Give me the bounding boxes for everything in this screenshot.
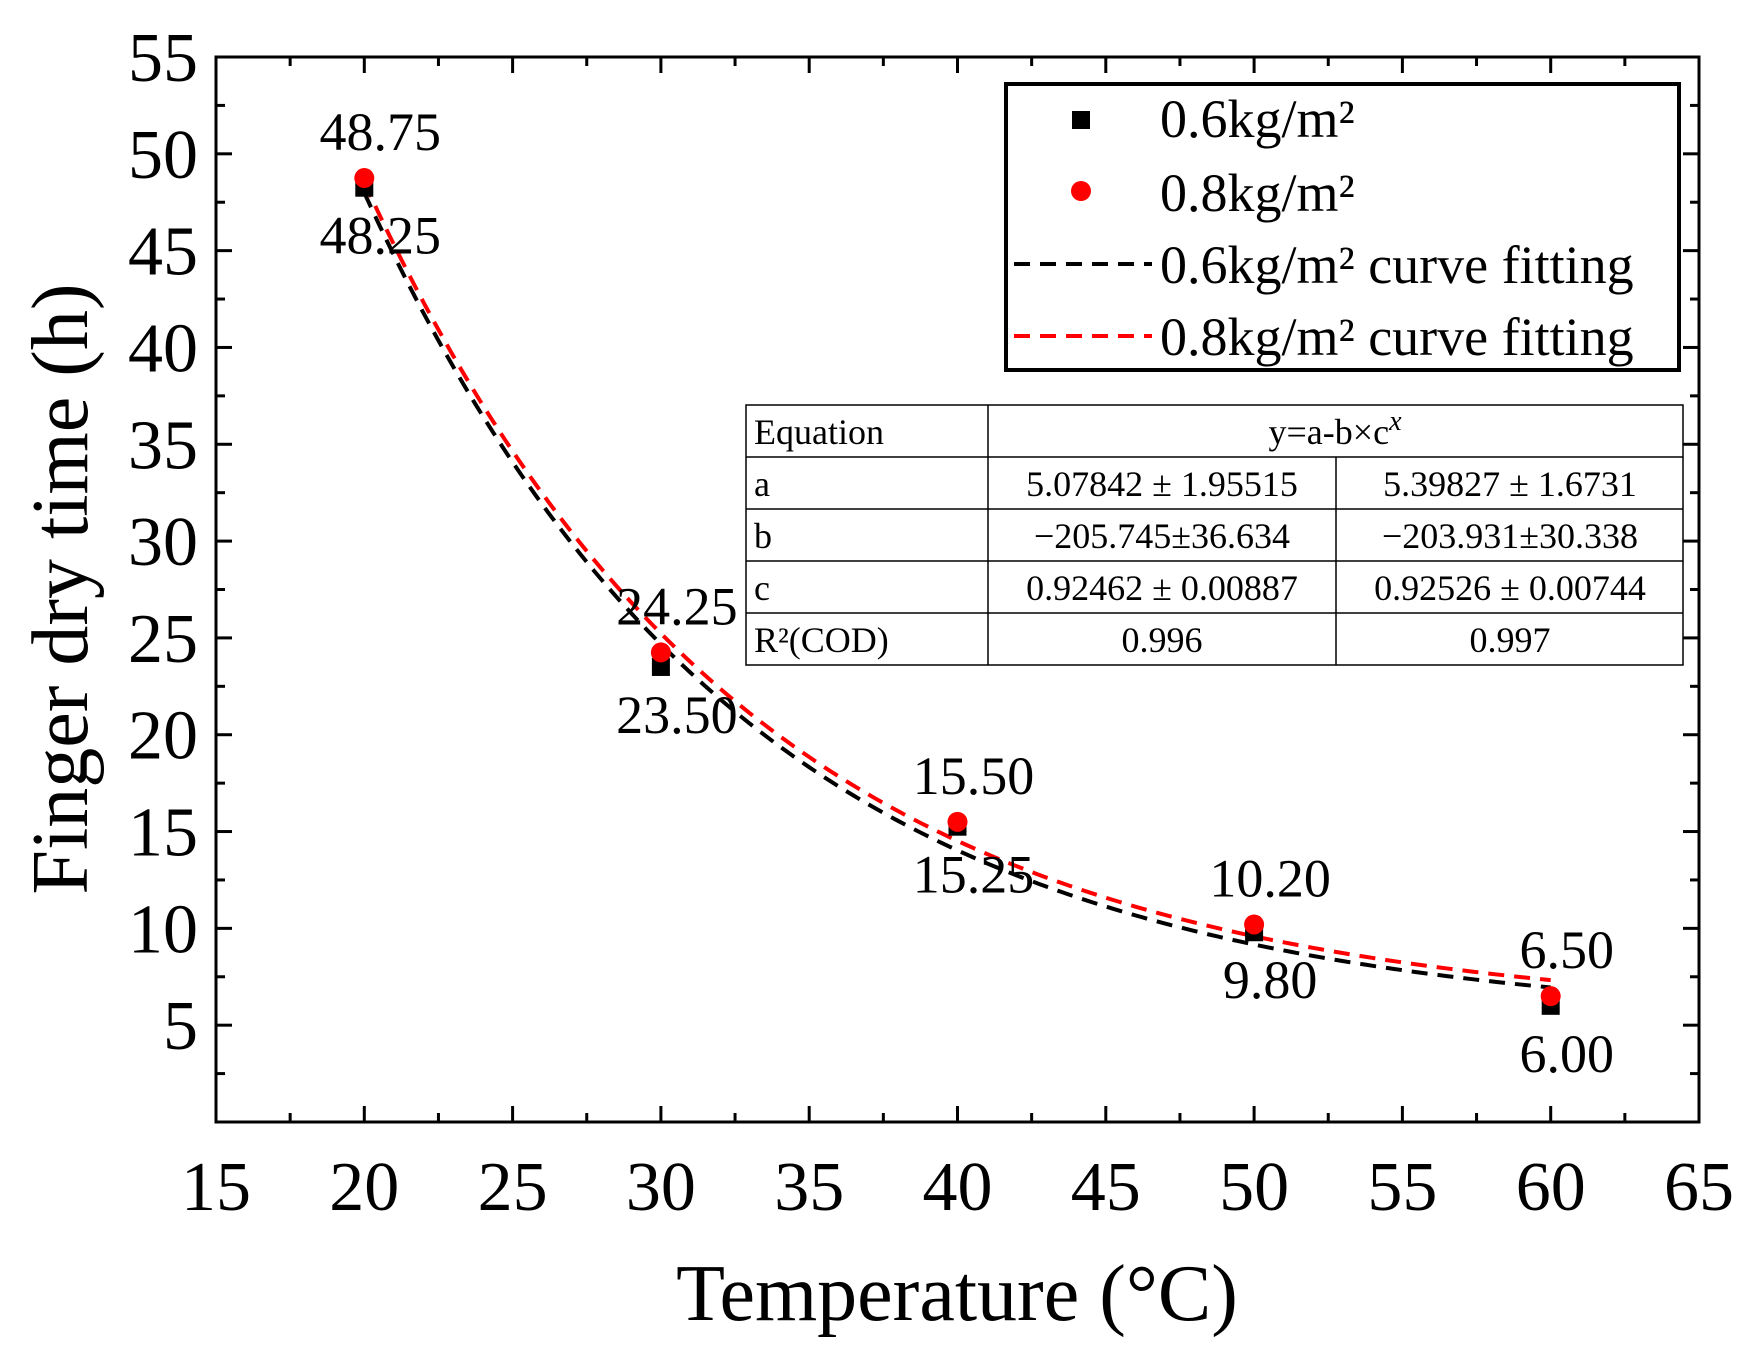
table-cell-c-series-1: 0.92462 ± 0.00887	[1026, 568, 1298, 608]
table-cell-a-label: a	[754, 464, 770, 504]
data-label-series-2: 10.20	[1209, 848, 1331, 908]
legend-label-fit-1: 0.6kg/m² curve fitting	[1160, 235, 1634, 295]
legend: 0.6kg/m² 0.8kg/m² 0.6kg/m² curve fitting…	[1004, 82, 1681, 372]
legend-label-fit-2: 0.8kg/m² curve fitting	[1160, 307, 1634, 367]
fit-curves	[362, 181, 1551, 990]
x-tick-label: 45	[1071, 1149, 1141, 1226]
y-tick-label: 55	[128, 20, 198, 97]
y-tick-label: 10	[128, 891, 198, 968]
point-series-2	[1244, 914, 1265, 935]
data-label-series-1: 6.00	[1519, 1024, 1614, 1084]
y-tick-label: 25	[128, 601, 198, 678]
point-series-2	[354, 168, 375, 189]
table-cell-r2-series-1: 0.996	[1122, 620, 1203, 660]
data-label-series-1: 15.25	[913, 845, 1035, 905]
data-label-series-1: 48.25	[320, 206, 442, 266]
x-tick-label: 25	[478, 1149, 548, 1226]
data-label-series-1: 23.50	[616, 685, 738, 745]
data-label-series-1: 9.80	[1223, 950, 1318, 1010]
x-tick-label: 35	[774, 1149, 844, 1226]
y-axis-label: Finger dry time (h)	[17, 284, 105, 895]
y-tick-label: 40	[128, 310, 198, 387]
data-labels: 48.75 24.25 15.50 10.20 6.50 48.25 23.50 15.25 9…	[320, 102, 1614, 1084]
y-tick-label: 5	[163, 988, 198, 1065]
y-tick-label: 50	[128, 117, 198, 194]
fit-table: Equation y=a-b×cx a 5.07842 ± 1.95515 5.…	[745, 404, 1684, 666]
point-series-2	[1540, 986, 1561, 1007]
y-tick-label: 45	[128, 214, 198, 291]
point-series-2	[947, 811, 968, 832]
x-axis-label: Temperature (°C)	[676, 1250, 1238, 1338]
table-cell-r2-label: R²(COD)	[754, 620, 889, 660]
data-label-series-2: 48.75	[320, 102, 442, 162]
fit-table-frame	[745, 404, 1684, 666]
axes-layer: 15 20 25 30 35 40 45 50 55 60 65 5 10 15 20 25 30 35 40 45 5…	[128, 20, 1734, 1226]
table-formula-base: y=a-b×c	[1269, 412, 1390, 452]
table-cell-b-series-2: −203.931±30.338	[1382, 516, 1638, 556]
y-tick-label: 15	[128, 795, 198, 872]
point-series-1	[651, 657, 670, 676]
legend-label-series-2: 0.8kg/m²	[1160, 163, 1355, 223]
table-cell-a-series-1: 5.07842 ± 1.95515	[1026, 464, 1298, 504]
fit-curve-2	[362, 181, 1551, 983]
legend-label-series-1: 0.6kg/m²	[1160, 89, 1355, 149]
table-formula-exponent: x	[1388, 406, 1402, 437]
legend-marker-square	[1072, 111, 1090, 129]
data-label-series-2: 6.50	[1519, 920, 1614, 980]
x-tick-label: 65	[1664, 1149, 1734, 1226]
x-tick-label: 15	[181, 1149, 251, 1226]
table-cell-a-series-2: 5.39827 ± 1.6731	[1383, 464, 1637, 504]
x-tick-label: 30	[626, 1149, 696, 1226]
table-cell-b-label: b	[754, 516, 772, 556]
legend-box	[1004, 82, 1681, 372]
table-cell-c-label: c	[754, 568, 770, 608]
y-tick-label: 20	[128, 698, 198, 775]
legend-marker-circle	[1071, 181, 1091, 201]
table-header-equation: Equation	[754, 412, 884, 452]
fit-curve-1	[362, 191, 1551, 990]
data-label-series-2: 24.25	[616, 576, 738, 636]
table-cell-c-series-2: 0.92526 ± 0.00744	[1374, 568, 1646, 608]
point-series-2	[650, 642, 671, 663]
table-header-formula: y=a-b×cx	[1269, 406, 1403, 452]
table-cell-r2-series-2: 0.997	[1470, 620, 1551, 660]
x-tick-label: 55	[1367, 1149, 1437, 1226]
x-tick-label: 60	[1516, 1149, 1586, 1226]
table-cell-b-series-1: −205.745±36.634	[1034, 516, 1290, 556]
y-tick-label: 35	[128, 407, 198, 484]
plot-frame	[214, 55, 1701, 1124]
x-tick-label: 40	[923, 1149, 993, 1226]
data-points	[354, 168, 1561, 1015]
data-label-series-2: 15.50	[913, 746, 1035, 806]
x-tick-label: 20	[329, 1149, 399, 1226]
x-tick-label: 50	[1219, 1149, 1289, 1226]
y-tick-label: 30	[128, 504, 198, 581]
